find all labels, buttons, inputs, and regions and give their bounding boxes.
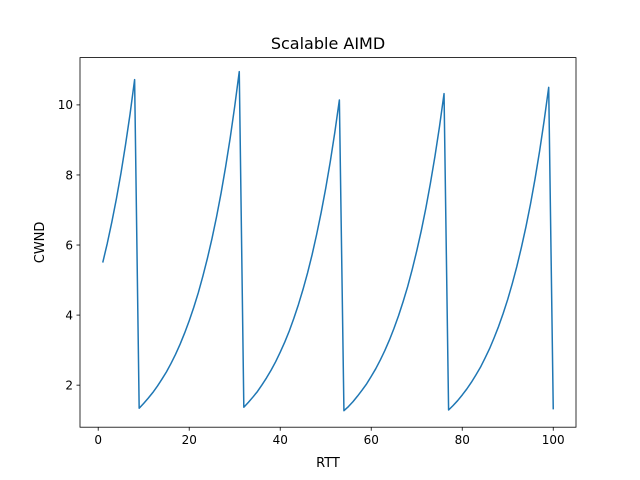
x-tick-label: 60 <box>364 433 379 447</box>
y-axis-label: CWND <box>33 222 48 264</box>
x-axis-label: RTT <box>316 456 340 471</box>
y-tick-label: 2 <box>65 378 73 392</box>
x-tick-label: 20 <box>182 433 197 447</box>
chart-title: Scalable AIMD <box>271 34 385 53</box>
x-tick-label: 80 <box>455 433 470 447</box>
y-tick-label: 4 <box>65 308 73 322</box>
x-axis-ticks: 0 20 40 60 80 100 <box>94 427 565 447</box>
x-tick-label: 40 <box>273 433 288 447</box>
plot-frame <box>79 57 577 428</box>
x-tick-label: 0 <box>94 433 102 447</box>
y-tick-label: 6 <box>65 238 73 252</box>
x-tick-label: 100 <box>542 433 565 447</box>
series-layer <box>102 70 554 412</box>
y-tick-label: 10 <box>58 98 73 112</box>
y-tick-label: 8 <box>65 168 73 182</box>
plot-area <box>80 57 576 428</box>
series-line-0 <box>102 70 554 412</box>
y-axis-ticks: 2 4 6 8 10 <box>58 98 80 392</box>
